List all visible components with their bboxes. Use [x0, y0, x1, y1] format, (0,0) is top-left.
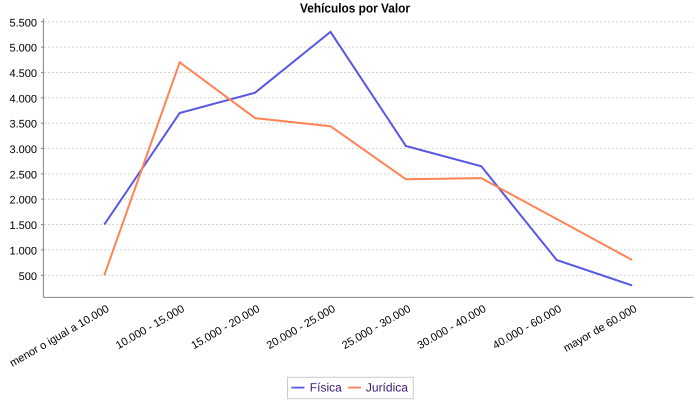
- svg-text:4.000: 4.000: [9, 93, 37, 105]
- svg-text:Vehículos por Valor: Vehículos por Valor: [300, 1, 410, 16]
- svg-text:2.000: 2.000: [9, 195, 37, 207]
- svg-text:Física: Física: [310, 381, 342, 395]
- svg-text:3.000: 3.000: [9, 144, 37, 156]
- svg-text:500: 500: [19, 271, 37, 283]
- svg-text:Jurídica: Jurídica: [366, 381, 408, 395]
- svg-text:2.500: 2.500: [9, 169, 37, 181]
- svg-text:1.500: 1.500: [9, 220, 37, 232]
- svg-text:4.500: 4.500: [9, 68, 37, 80]
- svg-text:5.000: 5.000: [9, 43, 37, 55]
- svg-text:1.000: 1.000: [9, 245, 37, 257]
- svg-text:3.500: 3.500: [9, 119, 37, 131]
- svg-text:5.500: 5.500: [9, 17, 37, 29]
